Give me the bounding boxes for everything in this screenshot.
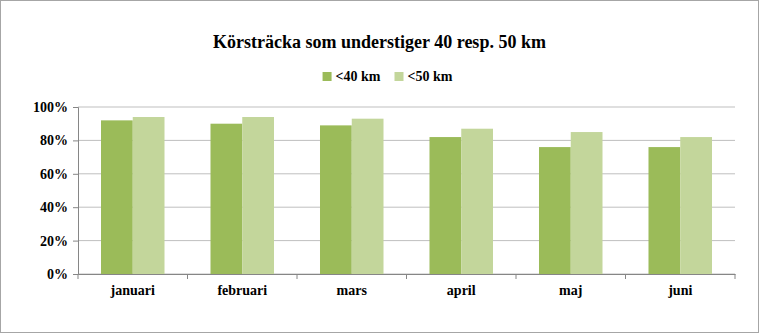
y-tick-mark bbox=[73, 107, 78, 108]
y-tick: 0% bbox=[47, 267, 78, 282]
series bbox=[133, 117, 712, 274]
y-tick: 40% bbox=[40, 200, 78, 215]
legend-swatch bbox=[395, 72, 404, 81]
bar bbox=[101, 120, 133, 274]
chart: Körsträcka som understiger 40 resp. 50 k… bbox=[0, 0, 759, 333]
y-tick: 80% bbox=[40, 133, 78, 148]
y-tick: 60% bbox=[40, 167, 78, 182]
legend-label: <40 km bbox=[336, 69, 381, 84]
y-tick-label: 40% bbox=[40, 200, 68, 215]
x-tick-label: maj bbox=[559, 283, 582, 298]
y-tick-label: 60% bbox=[40, 167, 68, 182]
x-tick: februari bbox=[217, 274, 267, 298]
bar bbox=[571, 132, 603, 274]
bar bbox=[429, 137, 461, 274]
y-tick-mark bbox=[73, 207, 78, 208]
grid bbox=[78, 107, 735, 274]
bar bbox=[648, 147, 680, 274]
x-tick-mark bbox=[735, 274, 736, 279]
bar bbox=[352, 119, 384, 274]
y-tick-label: 100% bbox=[33, 100, 68, 115]
grid-line bbox=[78, 173, 735, 174]
bar bbox=[461, 129, 493, 274]
x-tick: juni bbox=[667, 274, 692, 298]
legend: <40 km <50 km bbox=[323, 69, 453, 84]
chart-frame bbox=[1, 1, 759, 333]
grid-line bbox=[78, 140, 735, 141]
x-tick-label: mars bbox=[337, 283, 368, 298]
y-tick-mark bbox=[73, 274, 78, 275]
bars bbox=[101, 117, 712, 274]
x-tick-mark bbox=[187, 274, 188, 279]
series bbox=[101, 120, 680, 274]
y-tick-label: 80% bbox=[40, 133, 68, 148]
x-tick-mark bbox=[516, 274, 517, 279]
bar bbox=[680, 137, 712, 274]
y-axis: 0% 20% 40% 60% 80% 100% bbox=[33, 100, 79, 282]
bar bbox=[539, 147, 571, 274]
plot: 0% 20% 40% 60% 80% 100% januari februari mars apr… bbox=[33, 100, 736, 298]
y-tick-label: 0% bbox=[47, 267, 68, 282]
y-tick: 20% bbox=[40, 234, 78, 249]
x-tick-label: februari bbox=[217, 283, 267, 298]
bar bbox=[320, 125, 352, 274]
legend-label: <50 km bbox=[408, 69, 453, 84]
legend-swatch bbox=[323, 72, 332, 81]
x-tick-mark bbox=[406, 274, 407, 279]
x-tick-label: januari bbox=[110, 283, 155, 298]
y-tick-mark bbox=[73, 241, 78, 242]
x-tick: april bbox=[447, 274, 476, 298]
y-tick: 100% bbox=[33, 100, 78, 115]
bar bbox=[133, 117, 165, 274]
x-tick-label: april bbox=[447, 283, 476, 298]
grid-line bbox=[78, 207, 735, 208]
y-tick-mark bbox=[73, 140, 78, 141]
grid-line bbox=[78, 240, 735, 241]
grid-line bbox=[78, 107, 735, 108]
bar bbox=[210, 124, 242, 274]
x-tick: maj bbox=[559, 274, 582, 298]
y-tick-mark bbox=[73, 174, 78, 175]
x-tick: januari bbox=[110, 274, 155, 298]
legend-item: <40 km bbox=[323, 69, 381, 84]
x-tick-mark bbox=[297, 274, 298, 279]
x-tick-mark bbox=[625, 274, 626, 279]
y-axis-line bbox=[73, 108, 79, 275]
title: Körsträcka som understiger 40 resp. 50 k… bbox=[213, 32, 546, 52]
legend-item: <50 km bbox=[395, 69, 453, 84]
x-tick-label: juni bbox=[667, 283, 692, 298]
x-tick-mark bbox=[78, 274, 79, 279]
y-tick-label: 20% bbox=[40, 234, 68, 249]
x-axis: januari februari mars april maj juni bbox=[78, 274, 736, 298]
x-tick: mars bbox=[337, 274, 368, 298]
bar bbox=[242, 117, 274, 274]
